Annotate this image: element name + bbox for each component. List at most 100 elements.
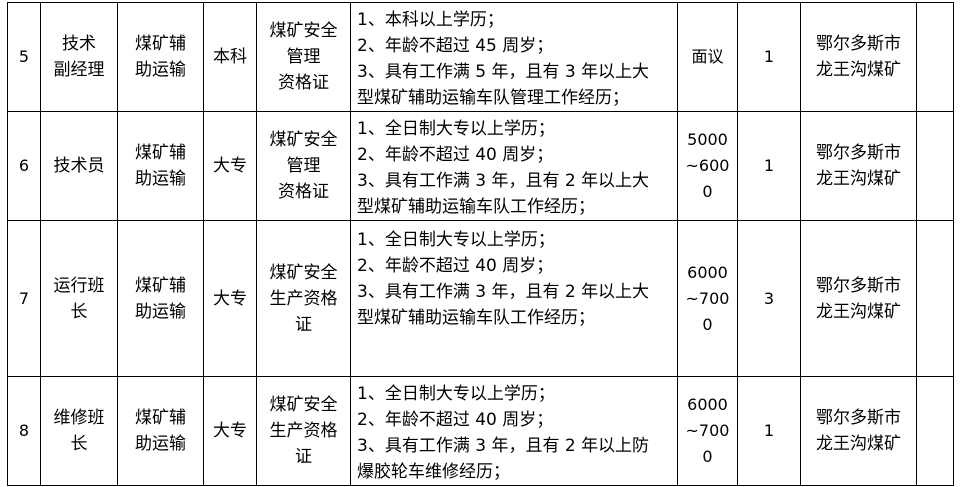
salary-line: 5000 — [687, 130, 728, 149]
row-number: 7 — [7, 220, 41, 377]
requirements-line: 1、全日制大专以上学历； — [357, 119, 555, 139]
salary-line: ~700 — [685, 421, 730, 440]
department: 煤矿辅 助运输 — [117, 220, 204, 377]
salary-line: 0 — [702, 182, 713, 201]
salary: 6000 ~700 0 — [677, 220, 738, 377]
remarks — [916, 376, 954, 486]
education: 本科 — [203, 2, 257, 112]
salary-line: 0 — [702, 447, 713, 466]
headcount: 3 — [737, 220, 801, 377]
certificate-line: 生产资格 — [269, 421, 338, 441]
requirements-line: 型煤矿辅助运输车队工作经历； — [357, 308, 595, 328]
remarks — [916, 220, 954, 377]
location-line: 龙王沟煤矿 — [816, 434, 901, 454]
remarks — [916, 2, 954, 112]
location: 鄂尔多斯市龙王沟煤矿 — [800, 220, 917, 377]
salary: 面议 — [677, 2, 738, 112]
position: 运行班长 — [40, 220, 118, 377]
requirements: 1、本科以上学历； 2、年龄不超过 45 周岁； 3、具有工作满 5 年，且有 3 … — [350, 2, 678, 112]
location-line: 龙王沟煤矿 — [816, 169, 901, 189]
headcount: 1 — [737, 2, 801, 112]
position-line: 运行班 — [53, 275, 105, 296]
department-line: 煤矿辅 — [135, 275, 186, 296]
row-number: 5 — [7, 2, 41, 112]
requirements-line: 2、年龄不超过 40 周岁； — [357, 410, 554, 430]
location: 鄂尔多斯市龙王沟煤矿 — [800, 376, 917, 486]
salary-line: 0 — [702, 314, 713, 334]
certificate-line: 煤矿安全 — [269, 395, 338, 415]
requirements-line: 爆胶轮车维修经历； — [357, 462, 510, 482]
requirements-line: 型煤矿辅助运输车队工作经历； — [357, 197, 595, 217]
education: 大专 — [203, 220, 257, 377]
requirements-line: 2、年龄不超过 40 周岁； — [357, 256, 554, 276]
certificate: 煤矿安全 生产资格证 — [256, 220, 351, 377]
department: 煤矿辅 助运输 — [117, 2, 204, 112]
location-line: 龙王沟煤矿 — [816, 60, 901, 80]
department-line: 助运输 — [135, 169, 186, 189]
position-line: 技术员 — [53, 156, 105, 176]
certificate-line: 管理 — [286, 156, 321, 176]
department-line: 助运输 — [135, 301, 186, 322]
certificate: 煤矿安全 管理 资格证 — [256, 2, 351, 112]
position-line: 副经理 — [53, 60, 105, 80]
table-row: 6 技术员 煤矿辅 助运输 大专 煤矿安全 管理 资格证 1、全日制大专以上学历； 2、年龄不超过… — [7, 111, 954, 221]
certificate-line: 管理 — [286, 47, 321, 67]
salary-line: 面议 — [691, 47, 724, 66]
location-line: 鄂尔多斯市 — [816, 34, 901, 54]
requirements: 1、全日制大专以上学历； 2、年龄不超过 40 周岁； 3、具有工作满 3 年，且有… — [350, 376, 678, 486]
certificate-line: 煤矿安全 — [269, 130, 338, 150]
requirements-line: 3、具有工作满 5 年，且有 3 年以上大 — [357, 62, 650, 82]
requirements-line: 3、具有工作满 3 年，且有 2 年以上防 — [357, 436, 650, 456]
position: 技术员 — [40, 111, 118, 221]
location-line: 鄂尔多斯市 — [816, 143, 901, 163]
certificate-line: 证 — [295, 447, 312, 467]
row-number: 6 — [7, 111, 41, 221]
requirements: 1、全日制大专以上学历； 2、年龄不超过 40 周岁； 3、具有工作满 3 年，且有… — [350, 111, 678, 221]
table-row: 5 技术 副经理 煤矿辅 助运输 本科 煤矿安全 管理 资格证 1、本科以上学历； 2、年龄不超过 … — [7, 2, 954, 112]
salary-line: ~600 — [685, 156, 730, 175]
row-number: 8 — [7, 376, 41, 486]
department-line: 助运输 — [135, 434, 186, 454]
location-line: 龙王沟煤矿 — [816, 301, 901, 322]
position: 维修班长 — [40, 376, 118, 486]
location-line: 鄂尔多斯市 — [816, 408, 901, 428]
requirements-line: 1、本科以上学历； — [357, 10, 504, 30]
location: 鄂尔多斯市龙王沟煤矿 — [800, 2, 917, 112]
table-row: 7 运行班长煤矿辅 助运输 大专 煤矿安全 生产资格证 1、全日制大专以上学历； 2、年龄不超… — [7, 220, 954, 377]
position-line: 长 — [70, 301, 88, 322]
department-line: 煤矿辅 — [135, 143, 186, 163]
requirements-line: 2、年龄不超过 45 周岁； — [357, 36, 554, 56]
department-line: 煤矿辅 — [135, 408, 186, 428]
requirements-line: 1、全日制大专以上学历； — [357, 230, 555, 250]
department: 煤矿辅 助运输 — [117, 111, 204, 221]
certificate-line: 资格证 — [278, 73, 329, 93]
position-line: 长 — [70, 434, 88, 454]
table-row: 8 维修班长煤矿辅 助运输 大专 煤矿安全 生产资格证 1、全日制大专以上学历； 2、年龄不超… — [7, 376, 954, 486]
position-line: 技术 — [62, 34, 96, 54]
salary-line: 6000 — [687, 262, 728, 282]
certificate: 煤矿安全 生产资格证 — [256, 376, 351, 486]
salary: 5000 ~600 0 — [677, 111, 738, 221]
headcount: 1 — [737, 376, 801, 486]
certificate-line: 生产资格 — [269, 288, 338, 309]
certificate-line: 煤矿安全 — [269, 21, 338, 41]
requirements-line: 3、具有工作满 3 年，且有 2 年以上大 — [357, 171, 650, 191]
job-table: 5 技术 副经理 煤矿辅 助运输 本科 煤矿安全 管理 资格证 1、本科以上学历； 2、年龄不超过 … — [7, 2, 954, 486]
location-line: 鄂尔多斯市 — [816, 275, 901, 296]
certificate: 煤矿安全 管理 资格证 — [256, 111, 351, 221]
salary-line: ~700 — [685, 288, 730, 308]
requirements-line: 1、全日制大专以上学历； — [357, 384, 555, 404]
department-line: 煤矿辅 — [135, 34, 186, 54]
department-line: 助运输 — [135, 60, 186, 80]
position: 技术 副经理 — [40, 2, 118, 112]
location: 鄂尔多斯市龙王沟煤矿 — [800, 111, 917, 221]
certificate-line: 资格证 — [278, 182, 329, 202]
salary-line: 6000 — [687, 395, 728, 414]
certificate-line: 煤矿安全 — [269, 262, 338, 283]
headcount: 1 — [737, 111, 801, 221]
requirements: 1、全日制大专以上学历； 2、年龄不超过 40 周岁； 3、具有工作满 3 年，且有… — [350, 220, 678, 377]
education: 大专 — [203, 376, 257, 486]
requirements-line: 3、具有工作满 3 年，且有 2 年以上大 — [357, 282, 650, 302]
department: 煤矿辅 助运输 — [117, 376, 204, 486]
position-line: 维修班 — [53, 408, 105, 428]
